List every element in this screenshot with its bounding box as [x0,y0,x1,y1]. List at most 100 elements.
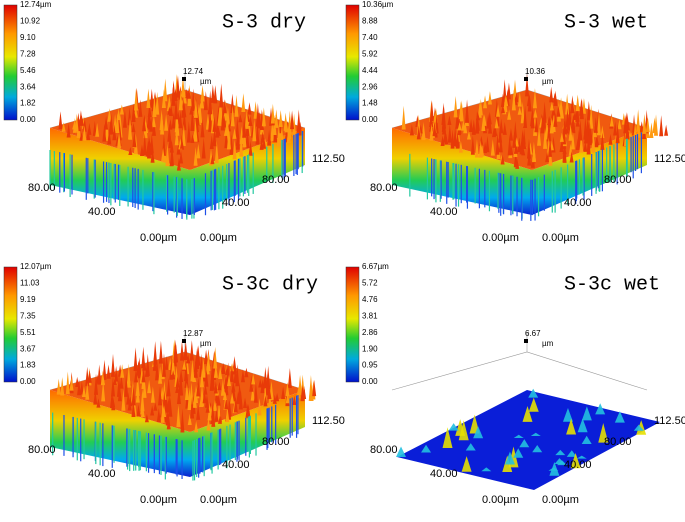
surface-peak [134,88,139,111]
surface-peak [567,106,572,126]
surface-peak [79,132,84,141]
surface-peak [608,133,613,145]
surface-peak [216,127,221,136]
surface-peak [457,121,462,131]
surface-peak [241,93,246,112]
peak-unit: µm [200,77,212,86]
surface-peak [222,99,227,114]
surface-peak [147,134,152,159]
panel-title: S-3 wet [564,11,648,34]
surface-peak [471,119,476,135]
surface-side [50,390,190,477]
surface-peak [488,118,493,134]
colorbar [3,4,18,121]
surface-peak [133,347,138,372]
colorbar-label: 8.88 [362,17,378,26]
panel: 12.07µm 11.03 9.19 7.35 5.51 3.67 1.83 0.00 S-3c… [3,262,345,506]
surface-peak [58,111,63,130]
surface-peak [227,400,232,417]
surface-peak [275,392,280,402]
surface-peak [128,146,133,155]
surface-peak [465,99,470,123]
surface-peak [232,139,237,160]
surface-peak [81,386,86,397]
surface-peak [200,85,205,102]
surface-peak [56,378,61,395]
surface-peak [255,121,260,145]
axis-label: 40.00 [88,468,116,480]
surface-peak [279,125,284,144]
surface-peak [260,379,265,394]
surface-peak [312,379,317,397]
panel: 6.67µm 5.72 4.76 3.81 2.86 1.90 0.95 0.00 S-3c w… [345,262,685,506]
surface-peak [465,443,476,451]
surface-peak [527,94,532,112]
surface-peak [562,151,567,163]
axis-label: 0.00µm [140,232,177,244]
surface-peak [184,382,189,401]
surface-peak [447,115,452,125]
surface-peak [85,382,90,400]
surface-peak [178,110,183,129]
surface-peak [233,366,238,384]
surface-peak [82,125,87,141]
surface-peak [236,391,241,405]
surface-peak [517,106,522,115]
surface-peak [92,120,97,136]
surface-peak [281,386,286,399]
surface-peak [659,115,664,137]
colorbar-label: 7.35 [20,311,36,320]
surface-peak [495,133,500,155]
surface-peak [135,374,140,396]
surface-peak [232,128,237,139]
surface-peak [416,114,421,137]
surface-peak [523,105,528,128]
surface-peak [171,353,176,375]
surface-peak [151,119,156,136]
surface-peak [596,111,601,136]
surface-peak [583,141,588,152]
surface-peak [517,137,522,153]
surface-peak [147,105,152,118]
colorbar [3,266,18,383]
surface-peak [206,417,211,431]
surface-peak [147,379,152,394]
surface-peak [131,401,136,417]
surface-peak [126,392,131,405]
axis-label: 112.50 [312,415,345,427]
surface-peak [150,386,155,403]
surface-peak [556,105,561,117]
axis-label: 40.00 [88,206,116,218]
surface-peak [166,377,171,397]
surface-peak [162,380,167,400]
surface-peak [138,99,143,117]
surface-peak [600,132,605,150]
axis-label: 0.00µm [482,232,519,244]
surface-peak [500,104,505,114]
surface-peak [136,404,141,417]
surface-side [190,390,305,477]
axis-label: 0.00µm [542,494,579,506]
axis-label: 80.00 [28,182,56,194]
surface-peak [173,339,178,363]
surface-peak [204,394,209,408]
surface-peak [274,109,279,128]
surface-peak [121,388,126,411]
surface-peak [186,354,191,364]
surface-peak [239,135,244,157]
surface-peak [636,420,647,435]
surface-peak [226,125,231,150]
surface-peak [164,356,169,370]
surface-peak [174,111,179,133]
surface-peak [153,402,158,411]
surface-peak [448,423,459,431]
surface-peak [566,418,577,435]
colorbar-label: 4.76 [362,295,378,304]
surface-peak [581,406,592,421]
axis-label: 80.00 [370,182,398,194]
surface-peak [181,123,186,146]
surface-peak [206,350,211,371]
surface-peak [469,414,480,434]
surface-peak [276,124,281,147]
surface-peak [179,340,184,361]
